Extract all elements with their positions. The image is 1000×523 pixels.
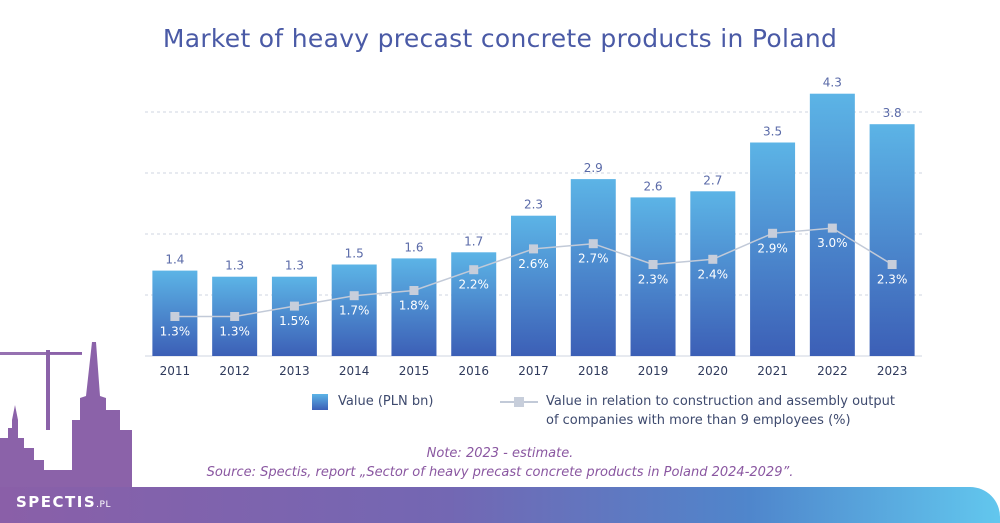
note-text: Note: 2023 - estimate.: [426, 446, 574, 461]
bar-label-2011: 1.4: [165, 253, 184, 267]
line-marker-2015: [409, 286, 419, 295]
x-tick-2019: 2019: [638, 364, 669, 378]
bar-2023: [869, 124, 915, 356]
x-tick-2013: 2013: [279, 364, 310, 378]
footer-band: [0, 487, 1000, 523]
line-label-2018: 2.7%: [578, 252, 609, 266]
x-axis-tick-labels: 2011 2012 2013 2014 2015 2016 2017 2018 2019 2020…: [160, 364, 908, 378]
bar-2018: [570, 179, 616, 356]
line-marker-2016: [469, 265, 479, 275]
line-series: 1.3% 1.3% 1.5% 1.7% 1.8% 2.2% 2.6% 2.7% 2.3% 2.4%…: [160, 223, 908, 339]
line-marker-2012: [230, 312, 240, 321]
legend-item-value: Value (PLN bn): [312, 392, 433, 411]
line-marker-2021: [768, 228, 778, 238]
brand-suffix: .PL: [96, 500, 111, 510]
line-label-2016: 2.2%: [458, 278, 489, 292]
bar-label-2014: 1.5: [345, 247, 364, 261]
line-label-2019: 2.3%: [638, 273, 669, 287]
line-label-2013: 1.5%: [279, 314, 310, 328]
legend-bar-swatch: [312, 393, 328, 410]
bar-label-2018: 2.9: [584, 161, 603, 175]
chart-title: Market of heavy precast concrete product…: [162, 24, 838, 53]
line-marker-2023: [887, 260, 897, 269]
line-label-2022: 3.0%: [817, 236, 848, 250]
line-label-2011: 1.3%: [160, 325, 191, 339]
x-tick-2022: 2022: [817, 364, 848, 378]
bar-2019: [630, 197, 676, 356]
line-marker-2018: [588, 239, 598, 249]
x-tick-2023: 2023: [877, 364, 908, 378]
x-tick-2014: 2014: [339, 364, 370, 378]
bar-label-2023: 3.8: [883, 106, 902, 120]
bar-2013: [271, 276, 317, 356]
legend-line-symbol: [500, 392, 538, 411]
line-marker-2019: [648, 260, 658, 269]
bar-label-2022: 4.3: [823, 76, 842, 90]
line-label-2017: 2.6%: [518, 257, 549, 271]
line-label-2014: 1.7%: [339, 304, 370, 318]
line-label-2023: 2.3%: [877, 273, 908, 287]
bar-value-labels: 1.4 1.3 1.3 1.5 1.6 1.7 2.3 2.9 2.6 2.7 3.5 4.3 3.8: [165, 76, 901, 273]
line-marker-2013: [289, 301, 299, 311]
brand-logo: SPECTIS.PL: [16, 493, 111, 511]
bar-label-2016: 1.7: [464, 234, 483, 248]
line-marker-2014: [349, 291, 359, 301]
bar-2021: [750, 142, 796, 356]
source-text: Source: Spectis, report „Sector of heavy…: [206, 465, 794, 480]
bar-2015: [391, 258, 437, 356]
bar-label-2019: 2.6: [643, 179, 662, 193]
line-marker-2020: [708, 254, 718, 264]
x-tick-2021: 2021: [757, 364, 788, 378]
bar-2020: [690, 191, 736, 356]
line-label-2015: 1.8%: [399, 299, 430, 313]
bar-label-2015: 1.6: [404, 240, 423, 254]
x-tick-2017: 2017: [518, 364, 549, 378]
x-tick-2016: 2016: [458, 364, 489, 378]
brand-name: SPECTIS: [16, 493, 97, 511]
line-marker-2022: [827, 223, 837, 233]
bar-label-2020: 2.7: [703, 173, 722, 187]
line-marker-2017: [529, 244, 538, 254]
x-tick-2015: 2015: [399, 364, 430, 378]
bar-label-2013: 1.3: [285, 259, 304, 273]
legend-bar-label: Value (PLN bn): [338, 394, 434, 409]
legend-line-label: Value in relation to construction and as…: [546, 392, 895, 430]
line-marker-2011: [170, 312, 180, 321]
x-tick-2011: 2011: [160, 364, 191, 378]
bar-2014: [331, 264, 377, 356]
legend-line-label-line1: Value in relation to construction and as…: [546, 394, 895, 409]
x-tick-2020: 2020: [698, 364, 729, 378]
x-tick-2012: 2012: [219, 364, 250, 378]
x-tick-2018: 2018: [578, 364, 609, 378]
line-label-2012: 1.3%: [219, 325, 250, 339]
bar-2017: [511, 215, 556, 356]
line-label-2020: 2.4%: [698, 267, 729, 281]
bar-series: [152, 93, 915, 356]
bar-label-2017: 2.3: [524, 198, 543, 212]
line-label-2021: 2.9%: [757, 241, 788, 255]
bar-label-2021: 3.5: [763, 125, 782, 139]
chart-notes: Note: 2023 - estimate. Source: Spectis, …: [0, 444, 1000, 482]
skyline-decoration: [0, 342, 132, 488]
legend-line-label-line2: of companies with more than 9 employees …: [546, 413, 851, 428]
bar-label-2012: 1.3: [225, 259, 244, 273]
legend-item-ratio: Value in relation to construction and as…: [500, 392, 895, 430]
